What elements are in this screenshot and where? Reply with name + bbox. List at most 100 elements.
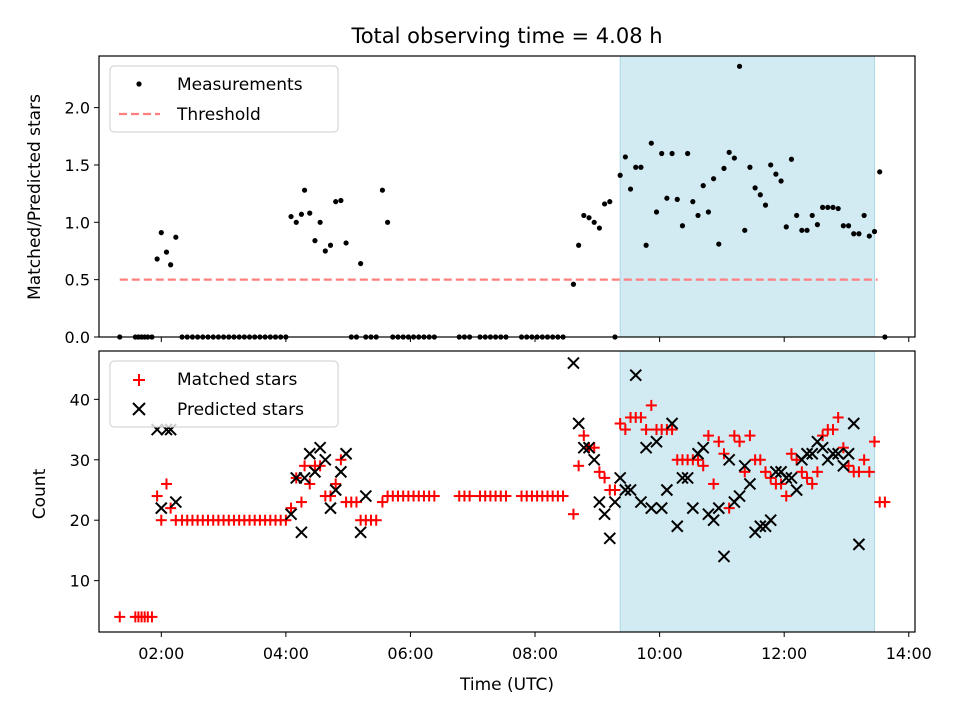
measurement-point	[596, 225, 602, 231]
predicted-star-point	[707, 513, 720, 527]
predicted-star-point	[655, 501, 668, 515]
matched-star-point	[791, 454, 803, 466]
matched-star-point	[295, 496, 307, 508]
matched-star-point	[760, 466, 772, 478]
top-highlight-span	[619, 55, 876, 338]
measurement-point	[576, 242, 582, 248]
predicted-star-point	[308, 465, 322, 479]
predicted-star-point	[743, 477, 757, 491]
measurement-point	[825, 204, 831, 210]
bottom-highlight-span	[619, 350, 876, 633]
measurement-point	[643, 242, 649, 248]
measurement-point	[317, 219, 323, 225]
predicted-star-point	[738, 459, 751, 473]
x-tick-label: 02:00	[138, 644, 184, 663]
predicted-star-point	[582, 441, 596, 454]
matched-star-point	[155, 514, 167, 526]
matched-star-point	[702, 430, 714, 442]
measurement-point	[861, 212, 867, 219]
measurement-point	[783, 224, 789, 230]
measurement-point	[653, 209, 660, 215]
bottom-x-axis: 02:00 04:00 06:00 08:00 10:00 12:00 14:00	[138, 632, 932, 663]
matched-star-point	[708, 478, 720, 490]
measurement-point	[669, 150, 675, 157]
matched-star-point	[832, 411, 844, 423]
predicted-star-point	[816, 441, 829, 454]
measurement-point	[607, 199, 613, 205]
measurement-point	[154, 256, 160, 262]
measurement-point	[757, 192, 763, 198]
matched-star-point	[869, 436, 881, 448]
measurement-point	[726, 149, 732, 155]
matched-star-point	[827, 424, 839, 436]
measurement-point	[385, 219, 391, 225]
measurement-point	[705, 209, 712, 215]
predicted-star-point	[722, 453, 736, 466]
predicted-star-point	[619, 483, 632, 497]
measurement-point	[312, 238, 318, 244]
top-y-tick-label: 1.5	[65, 156, 90, 175]
predicted-star-point	[359, 489, 373, 503]
matched-star-point	[464, 490, 476, 502]
matched-star-point	[858, 454, 870, 466]
predicted-star-point	[634, 495, 648, 509]
predicted-star-point	[697, 441, 710, 454]
measurement-point	[736, 63, 743, 69]
predicted-star-point	[681, 471, 694, 485]
matched-star-point	[578, 430, 590, 442]
measurement-point	[809, 212, 815, 219]
matched-star-point	[739, 466, 751, 478]
matched-star-point	[853, 466, 865, 478]
measurement-point	[327, 242, 334, 248]
matched-star-point	[811, 466, 823, 478]
predicted-star-point	[169, 495, 183, 509]
predicted-star-point	[284, 507, 298, 521]
matched-star-point	[500, 490, 512, 502]
predicted-star-point	[842, 447, 855, 460]
x-tick-label: 14:00	[886, 644, 932, 663]
predicted-star-point	[754, 520, 767, 533]
predicted-star-point	[831, 447, 845, 460]
predicted-star-point	[650, 435, 663, 448]
top-legend: Measurements Threshold	[109, 65, 339, 133]
measurement-point	[851, 231, 857, 237]
measurement-point	[301, 187, 308, 193]
bottom-panel: 10 20 30 40 02:00 04:00 06:00 08:00 10:00 12:00 1…	[30, 350, 932, 695]
matched-star-point	[573, 460, 585, 472]
predicted-star-point	[567, 356, 580, 370]
matched-star-point	[775, 478, 787, 490]
bottom-y-axis: 10 20 30 40	[70, 390, 99, 591]
x-tick-label: 06:00	[387, 644, 433, 663]
measurement-point	[379, 187, 386, 193]
matched-star-point	[557, 490, 569, 502]
measurement-point	[845, 223, 852, 229]
x-tick-label: 04:00	[263, 644, 309, 663]
matched-star-point	[593, 466, 605, 478]
measurement-point	[591, 219, 597, 225]
predicted-star-point	[608, 495, 622, 509]
measurement-point	[820, 204, 826, 210]
measurement-point	[627, 186, 634, 192]
legend-predicted-label: Predicted stars	[177, 400, 304, 420]
predicted-star-point	[671, 520, 684, 533]
measurement-point	[343, 240, 349, 246]
measurement-point	[799, 227, 805, 233]
top-y-tick-label: 2.0	[65, 99, 90, 118]
measurement-point	[168, 262, 174, 268]
matched-star-point	[817, 430, 829, 442]
matched-star-point	[350, 496, 362, 508]
predicted-star-point	[593, 495, 606, 509]
predicted-star-point	[665, 417, 679, 430]
measurement-point	[298, 211, 305, 217]
top-y-axis: 0.0 0.5 1.0 1.5 2.0	[65, 99, 99, 347]
measurement-point	[679, 223, 686, 229]
bottom-legend: Matched stars Predicted stars	[109, 360, 339, 428]
matched-star-point	[304, 478, 316, 490]
predicted-star-point	[712, 501, 725, 515]
measurement-point	[648, 140, 654, 146]
measurement-point	[710, 176, 717, 182]
legend-measurements-label: Measurements	[177, 75, 303, 95]
predicted-star-point	[660, 483, 674, 497]
matched-star-point	[614, 418, 626, 430]
top-y-axis-label: Matched/Predicted stars	[25, 94, 45, 300]
